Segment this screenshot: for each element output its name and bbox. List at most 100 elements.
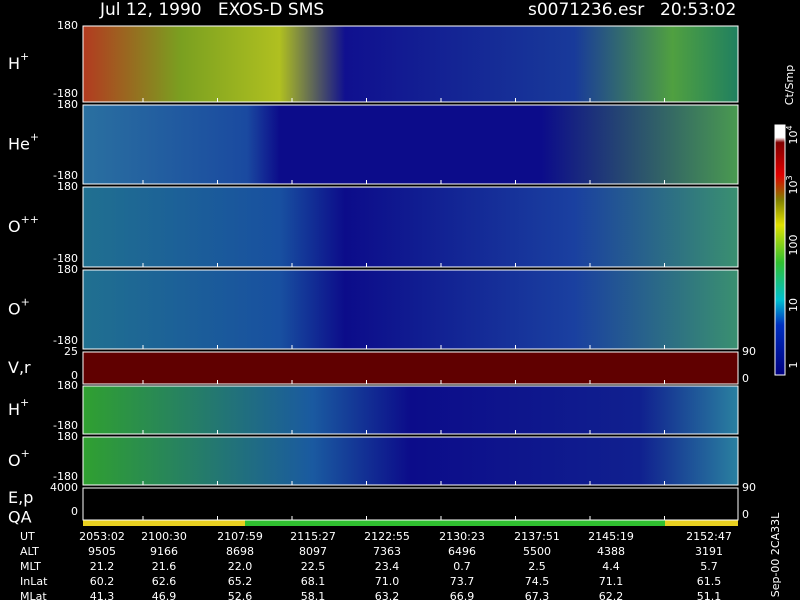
y-tick-label: -180 [53,419,78,432]
panel [82,487,739,521]
panel [82,104,739,185]
y-tick-label: 0 [71,369,78,382]
panel [82,269,739,350]
cell: 5.7 [700,560,718,573]
label-sup: + [20,50,29,63]
colorbar-base: 1 [787,362,800,369]
panel [82,385,739,435]
row-label: ALT [20,545,39,558]
label-sup: + [21,296,30,309]
cell: 2152:47 [686,530,732,543]
y-tick-label: 180 [57,379,78,392]
colorbar-base: 10 [787,131,800,145]
cell: 51.1 [697,590,722,600]
panel [82,436,739,486]
y-tick-label: -180 [53,470,78,483]
cell: 21.2 [90,560,115,573]
y-tick-label: -180 [53,87,78,100]
colorbar-base: 10 [787,181,800,195]
colorbar-label: 10 [787,298,800,312]
cell: 7363 [373,545,401,558]
label-sup: ++ [21,213,39,226]
cell: 9505 [88,545,116,558]
colorbar-base: 100 [787,235,800,256]
note: Sep-00 2CA33L [769,512,782,597]
cell: 66.9 [450,590,475,600]
cell: 4.4 [602,560,620,573]
cell: 2122:55 [364,530,410,543]
label-sup: + [30,131,39,144]
colorbar-label: 1 [787,362,800,369]
colorbar-label: 100 [787,235,800,256]
cell: 21.6 [152,560,177,573]
y2-tick-label: 0 [742,508,749,521]
label-sup: + [21,447,30,460]
panel-label: He+ [8,131,39,154]
y-tick-label: -180 [53,252,78,265]
cell: 71.0 [375,575,400,588]
qa-bar-good [245,520,665,526]
cell: 4388 [597,545,625,558]
label-text: V,r [8,358,31,377]
y2-tick-label: 90 [742,481,756,494]
cell: 22.5 [301,560,326,573]
cell: 2130:23 [439,530,485,543]
cell: 62.2 [599,590,624,600]
cell: 8698 [226,545,254,558]
row-label: InLat [20,575,48,588]
y-tick-label: 4000 [50,481,78,494]
cell: 52.6 [228,590,253,600]
cell: 3191 [695,545,723,558]
cell: 6496 [448,545,476,558]
cell: 2100:30 [141,530,187,543]
panel [82,351,739,385]
cell: 61.5 [697,575,722,588]
label-text: H [8,54,20,73]
cell: 73.7 [450,575,475,588]
cell: 9166 [150,545,178,558]
colorbar [774,124,786,376]
y-tick-label: 180 [57,430,78,443]
panel-label: O+ [8,447,30,470]
panel [82,25,739,103]
cell: 58.1 [301,590,326,600]
y-tick-label: 25 [64,345,78,358]
cell: 5500 [523,545,551,558]
label-text: E,p [8,488,33,507]
panel-label: V,r [8,358,31,377]
cell: 2115:27 [290,530,336,543]
y-tick-label: 180 [57,263,78,276]
cell: 2107:59 [217,530,263,543]
cell: 74.5 [525,575,550,588]
cell: 2145:19 [588,530,634,543]
row-label: MLT [20,560,41,573]
colorbar-label: 103 [785,175,800,194]
cell: 65.2 [228,575,253,588]
time: 20:53:02 [660,0,736,20]
label-text: O [8,217,21,236]
panel-label: O+ [8,296,30,319]
panel-label: O++ [8,213,39,236]
title: Jul 12, 1990 EXOS-D SMS [99,0,324,20]
row-label: UT [20,530,35,543]
cell: 22.0 [228,560,253,573]
y-tick-label: -180 [53,169,78,182]
label-text: O [8,299,21,318]
y-tick-label: 180 [57,98,78,111]
cell: 46.9 [152,590,177,600]
cell: 71.1 [599,575,624,588]
row-label: MLat [20,590,47,600]
y-tick-label: 180 [57,19,78,32]
y-tick-label: -180 [53,334,78,347]
cell: 63.2 [375,590,400,600]
cell: 68.1 [301,575,326,588]
label-text: H [8,400,20,419]
y2-tick-label: 90 [742,345,756,358]
y-tick-label: 180 [57,180,78,193]
cell: 62.6 [152,575,177,588]
cell: 67.3 [525,590,550,600]
y2-tick-label: 0 [742,372,749,385]
panel-label: H+ [8,396,29,419]
y-tick-label: 0 [71,505,78,518]
